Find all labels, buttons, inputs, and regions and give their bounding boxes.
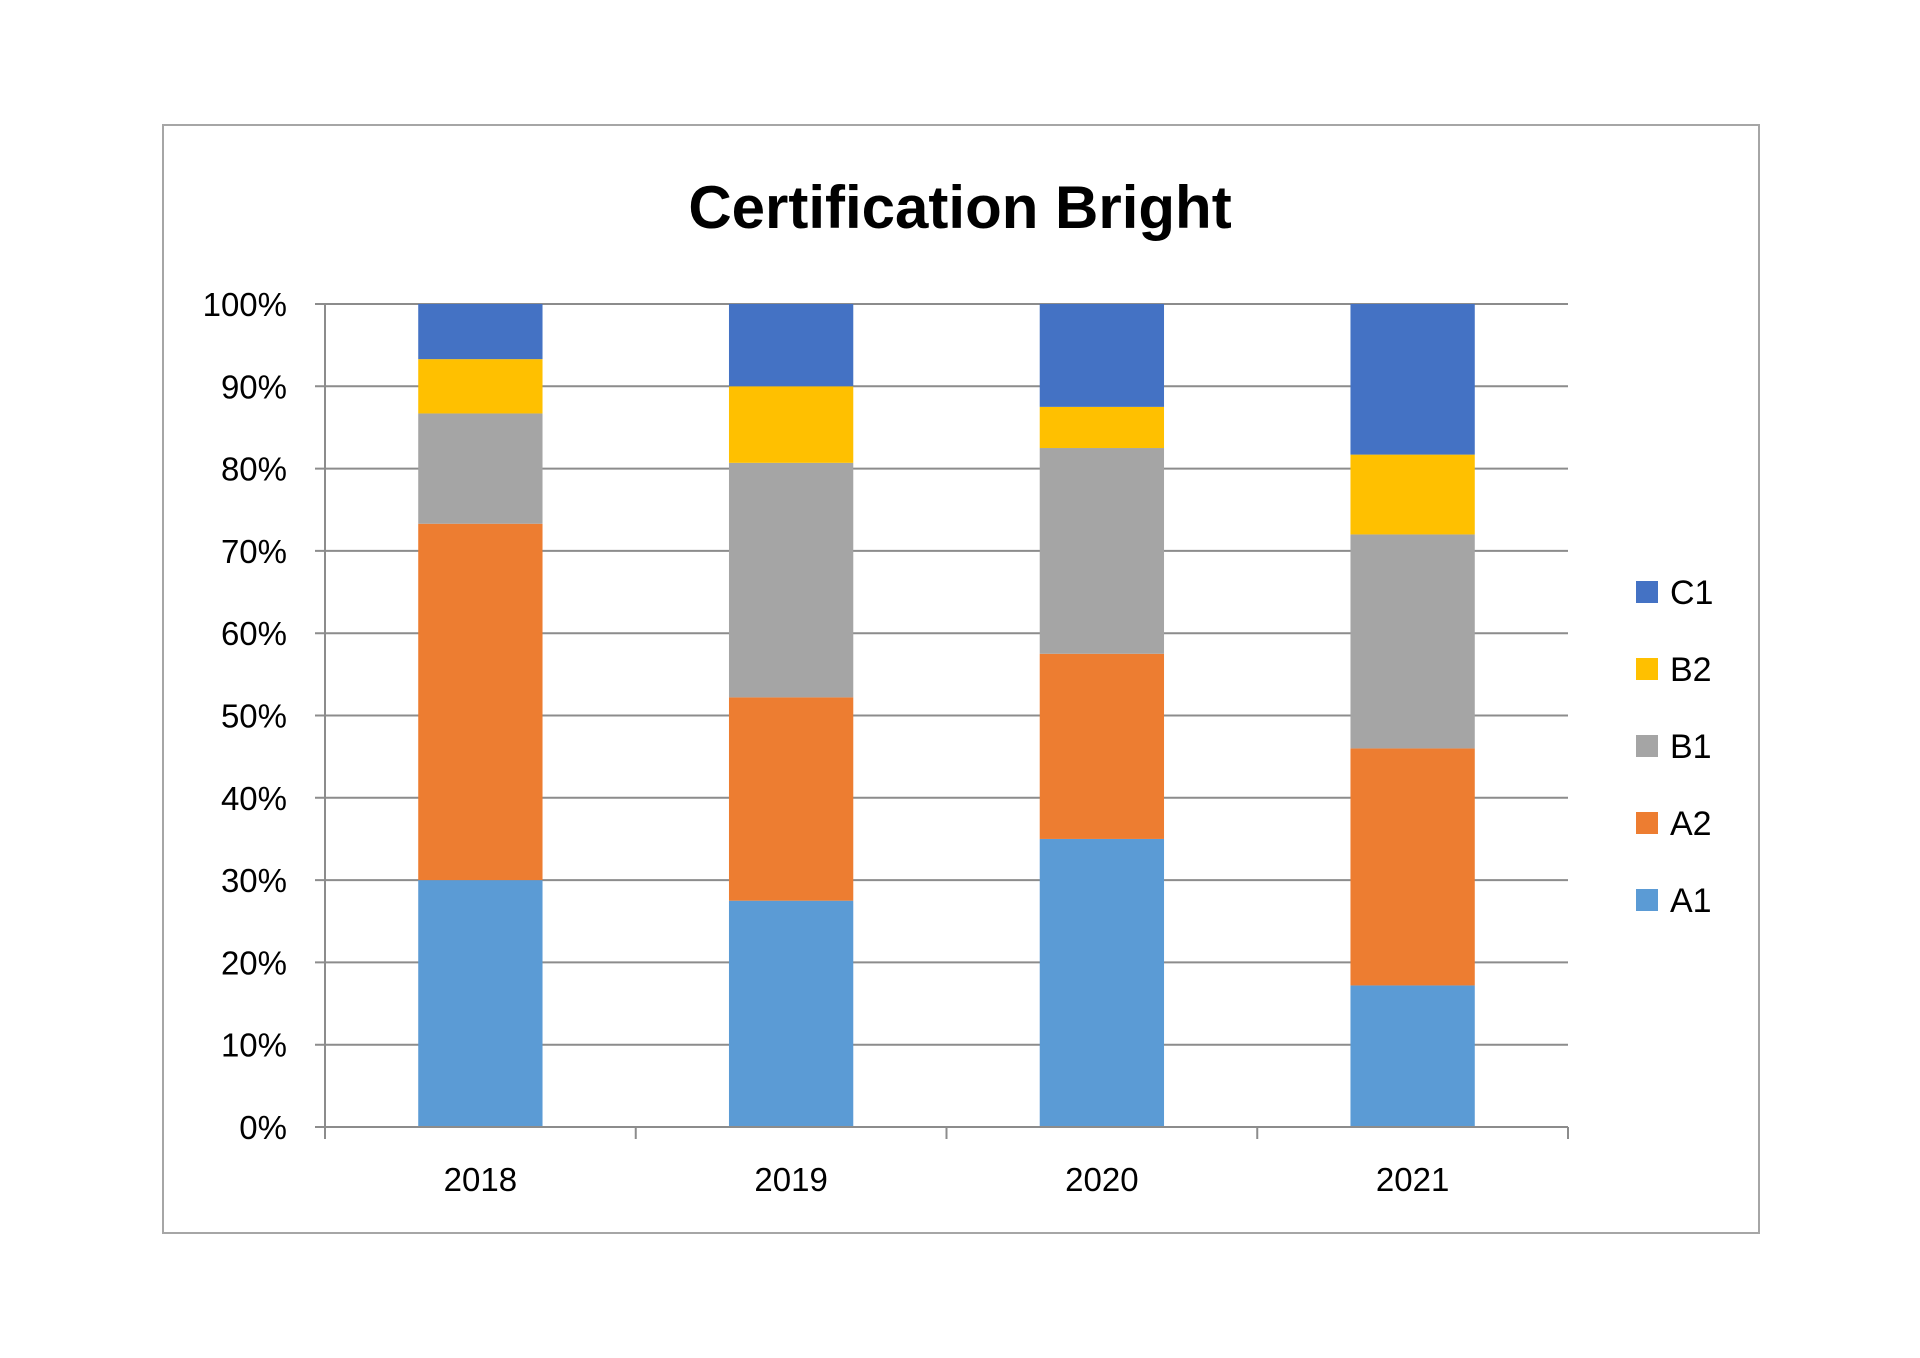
legend-swatch-a1	[1636, 889, 1658, 911]
bars	[418, 304, 1475, 1127]
x-tick-label: 2020	[1065, 1161, 1138, 1198]
bar-segment-b1-2021	[1350, 534, 1475, 749]
bar-segment-a1-2018	[418, 880, 543, 1127]
bar-segment-c1-2019	[728, 304, 854, 387]
x-tick-label: 2018	[444, 1161, 517, 1198]
bar-segment-c1-2020	[1039, 304, 1165, 407]
y-tick-label: 0%	[239, 1109, 287, 1146]
x-tick-label: 2021	[1376, 1161, 1449, 1198]
legend-swatch-a2	[1636, 812, 1658, 834]
bar-segment-b2-2020	[1039, 406, 1165, 449]
bar-segment-b2-2019	[728, 386, 854, 463]
bar-segment-b1-2019	[728, 462, 854, 698]
legend-swatch-b2	[1636, 658, 1658, 680]
bar-segment-b1-2018	[418, 413, 543, 524]
y-tick-label: 60%	[221, 615, 287, 652]
legend-label-a1: A1	[1670, 882, 1712, 920]
legend-label-b2: B2	[1670, 651, 1712, 689]
y-tick-label: 40%	[221, 780, 287, 817]
y-tick-label: 90%	[221, 368, 287, 405]
bar-segment-c1-2018	[418, 304, 543, 360]
legend: C1 B2 B1 A2 A1	[1636, 574, 1713, 920]
y-tick-label: 30%	[221, 862, 287, 899]
y-tick-label: 80%	[221, 451, 287, 488]
bar-segment-a2-2019	[728, 697, 854, 901]
y-tick-label: 10%	[221, 1027, 287, 1064]
legend-swatch-c1	[1636, 581, 1658, 603]
axes: 0% 10% 20% 30% 40% 50% 60% 70% 80% 90% 100% 2018 201…	[203, 286, 1569, 1198]
bar-segment-a2-2020	[1039, 653, 1165, 839]
legend-label-b1: B1	[1670, 728, 1712, 766]
bar-segment-b1-2020	[1039, 448, 1165, 654]
y-tick-label: 50%	[221, 698, 287, 735]
legend-label-a2: A2	[1670, 805, 1712, 843]
bar-segment-a2-2021	[1350, 748, 1475, 986]
legend-label-c1: C1	[1670, 574, 1713, 612]
bar-segment-a2-2018	[418, 523, 543, 881]
bar-segment-a1-2021	[1350, 985, 1475, 1127]
y-tick-label: 100%	[203, 286, 287, 323]
y-tick-label: 70%	[221, 533, 287, 570]
x-tick-label: 2019	[754, 1161, 827, 1198]
legend-swatch-b1	[1636, 735, 1658, 757]
bar-segment-c1-2021	[1350, 304, 1475, 455]
chart-title: Certification Bright	[688, 174, 1231, 241]
y-tick-label: 20%	[221, 944, 287, 981]
bar-segment-b2-2021	[1350, 454, 1475, 535]
bar-segment-a1-2020	[1039, 838, 1165, 1127]
bar-segment-b2-2018	[418, 359, 543, 414]
bar-segment-a1-2019	[728, 900, 854, 1127]
